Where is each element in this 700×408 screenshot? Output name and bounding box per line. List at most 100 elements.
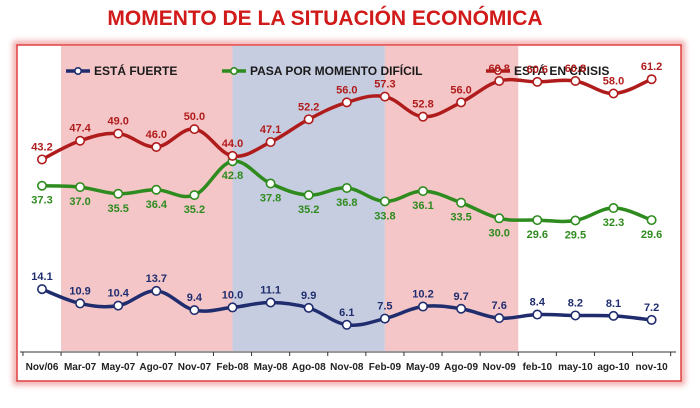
data-point [494,213,505,224]
data-point [189,124,200,135]
data-label: 11.1 [260,285,281,297]
x-axis-ticks: Nov/06 Mar-07 May-07 Ago-07 Nov-07 Feb-08 May-… [22,352,672,373]
legend-item-esta-en-crisis: ESTÁ EN CRISIS [486,63,609,78]
data-label: 7.5 [377,301,392,313]
legend-marker-esta-fuerte [74,67,83,76]
legend-marker-pasa-por-momento-dificil [230,67,239,76]
x-tick-label: Nov/06 [26,362,59,373]
data-label: 36.4 [146,199,168,211]
data-label: 49.0 [107,116,128,128]
data-point [379,91,390,102]
data-point [113,188,124,199]
x-tick-label: May-09 [406,362,440,373]
x-tick-label: Nov-09 [483,362,517,373]
data-point [417,111,428,122]
data-label: 9.9 [301,290,316,302]
legend-label-pasa-por-momento-dificil: PASA POR MOMENTO DIFÍCIL [250,63,422,78]
data-point [75,182,86,193]
data-label: 13.7 [146,273,167,285]
data-label: 35.2 [298,204,319,216]
data-label: 36.8 [336,197,357,209]
data-label: 35.2 [184,204,205,216]
data-point [646,74,657,85]
data-label: 32.3 [603,217,624,229]
data-point [379,196,390,207]
x-tick-label: Ago-08 [292,362,326,373]
data-point [227,150,238,161]
data-point [379,313,390,324]
data-label: 10.0 [222,289,243,301]
data-label: 33.8 [374,210,395,222]
data-label: 37.3 [31,195,52,207]
data-label: 61.2 [641,61,662,73]
data-point [341,97,352,108]
data-label: 14.1 [31,271,52,283]
x-tick-label: Nov-08 [330,362,364,373]
x-tick-label: Nov-07 [178,362,212,373]
data-label: 9.7 [453,291,468,303]
data-label: 10.4 [107,288,129,300]
data-label: 29.6 [641,229,662,241]
data-label: 58.0 [603,75,624,87]
data-point [341,319,352,330]
data-point [227,302,238,313]
data-label: 29.5 [565,230,586,242]
data-label: 7.6 [492,300,507,312]
legend-item-pasa-por-momento-dificil: PASA POR MOMENTO DIFÍCIL [222,63,422,78]
data-label: 29.6 [527,229,548,241]
data-label: 56.0 [450,84,471,96]
data-label: 42.8 [222,170,243,182]
data-point [303,302,314,313]
data-label: 7.2 [644,302,659,314]
data-point [189,305,200,316]
data-label: 60.6 [527,64,548,76]
data-label: 47.1 [260,124,281,136]
series-pasa-por-momento-dificil: 37.3 37.0 35.5 36.4 35.2 42.8 37.8 35.2 36.8 33.8… [31,156,662,242]
legend-item-esta-fuerte: ESTÁ FUERTE [66,63,177,78]
legend-marker-esta-en-crisis [493,67,502,76]
data-point [36,180,47,191]
legend: ESTÁ FUERTE PASA POR MOMENTO DIFÍCIL EST… [66,63,609,78]
data-label: 8.4 [530,297,546,309]
data-label: 9.4 [187,292,203,304]
data-label: 50.0 [184,111,205,123]
data-point [75,298,86,309]
data-point [265,178,276,189]
data-point [570,76,581,87]
x-tick-label: Feb-08 [216,362,249,373]
data-point [113,128,124,139]
data-label: 43.2 [31,141,52,153]
data-point [417,301,428,312]
x-tick-label: Ago-07 [139,362,173,373]
series-esta-fuerte: 14.1 10.9 10.4 13.7 9.4 10.0 11.1 9.9 6.1 7.5 10.2… [31,271,659,330]
data-point [532,309,543,320]
data-label: 8.1 [606,298,621,310]
data-point [456,197,467,208]
x-tick-label: Ago-09 [444,362,478,373]
series-esta-en-crisis: 43.2 47.4 49.0 46.0 50.0 44.0 47.1 52.2 56.0 57.3… [31,61,662,165]
data-point [151,141,162,152]
data-point [494,76,505,87]
data-point [532,215,543,226]
data-point [151,285,162,296]
legend-label-esta-en-crisis: ESTÁ EN CRISIS [514,63,609,78]
data-label: 60.8 [565,63,586,75]
data-label: 35.5 [107,203,128,215]
data-label: 57.3 [374,79,395,91]
x-tick-label: feb-10 [523,362,553,373]
data-label: 44.0 [222,138,243,150]
data-label: 37.8 [260,193,281,205]
data-point [608,88,619,99]
data-point [532,76,543,87]
data-label: 52.8 [412,99,433,111]
data-label: 47.4 [69,123,91,135]
data-label: 10.2 [412,289,433,301]
background-band [61,46,233,351]
data-label: 37.0 [69,196,90,208]
data-point [608,310,619,321]
data-label: 56.0 [336,84,357,96]
data-point [646,215,657,226]
data-label: 46.0 [146,129,167,141]
data-label: 8.2 [568,297,583,309]
